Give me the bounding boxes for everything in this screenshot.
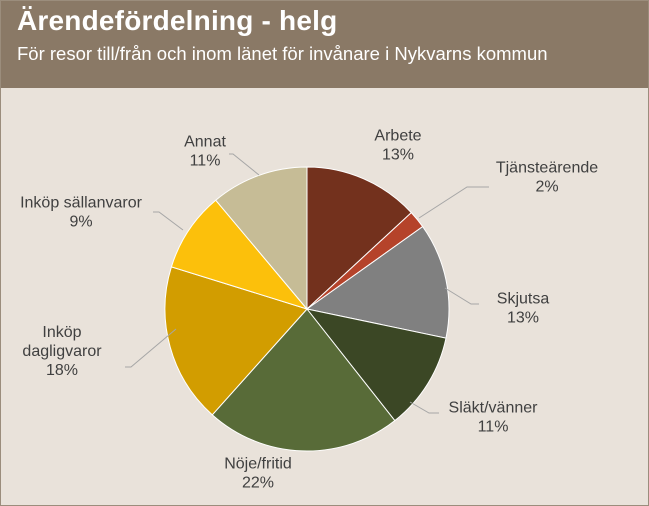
pie-slice-arbete: [306, 166, 413, 311]
pie-slices: [164, 166, 450, 452]
data-label-percent: 11%: [478, 419, 509, 436]
data-label-annat: Annat 11%: [184, 134, 226, 170]
data-label-category: Arbete: [374, 128, 421, 145]
data-label-inköp-sällanvaror: Inköp sällanvaror 9%: [20, 195, 143, 231]
data-label-category: Annat: [184, 134, 226, 151]
data-label-category: Tjänsteärende: [496, 160, 598, 177]
leader-line-inköp-dagligvaror: [125, 328, 177, 368]
data-label-category: Skjutsa: [497, 291, 550, 308]
data-label-category: Nöje/fritid: [224, 456, 292, 473]
data-labels: Arbete 13% Tjänsteärende 2% Skjutsa 13% Släkt/…: [20, 128, 598, 492]
data-label-arbete: Arbete 13%: [374, 128, 421, 164]
leader-line-inköp-sällanvaror: [153, 211, 184, 231]
leader-line-annat: [229, 153, 260, 176]
pie-slice-skjutsa: [305, 225, 450, 339]
data-label-category: dagligvaror: [22, 343, 102, 360]
data-label-category: Släkt/vänner: [449, 400, 539, 417]
pie-slice-släkt-vänner: [305, 308, 447, 422]
data-label-släkt-vänner: Släkt/vänner 11%: [449, 400, 539, 436]
pie-slice-inköp-sällanvaror: [170, 199, 309, 310]
data-label-nöje-fritid: Nöje/fritid 22%: [224, 456, 292, 492]
data-label-skjutsa: Skjutsa 13%: [497, 291, 550, 327]
leader-line-skjutsa: [444, 287, 479, 305]
data-label-percent: 2%: [535, 179, 558, 196]
data-label-percent: 13%: [382, 147, 414, 164]
pie-slice-inköp-dagligvaror: [164, 266, 308, 416]
data-label-percent: 13%: [507, 310, 539, 327]
chart-title: Ärendefördelning - helg: [17, 5, 338, 36]
chart-header: Ärendefördelning - helg För resor till/f…: [1, 1, 648, 88]
data-label-tjänsteärende: Tjänsteärende 2%: [496, 160, 598, 196]
data-label-inköp-dagligvaror: Inköp dagligvaror 18%: [22, 324, 102, 379]
data-label-category: Inköp: [42, 324, 81, 341]
data-label-percent: 22%: [242, 475, 274, 492]
data-label-percent: 11%: [190, 153, 221, 170]
data-label-percent: 18%: [46, 362, 78, 379]
data-label-category: Inköp sällanvaror: [20, 195, 143, 212]
pie-slice-nöje-fritid: [211, 308, 396, 452]
pie-slice-annat: [215, 166, 308, 311]
data-label-percent: 9%: [69, 214, 92, 231]
leader-line-släkt-vänner: [409, 401, 439, 414]
chart-subtitle: För resor till/från och inom länet för i…: [17, 43, 548, 64]
leader-line-tjänsteärende: [418, 186, 489, 219]
